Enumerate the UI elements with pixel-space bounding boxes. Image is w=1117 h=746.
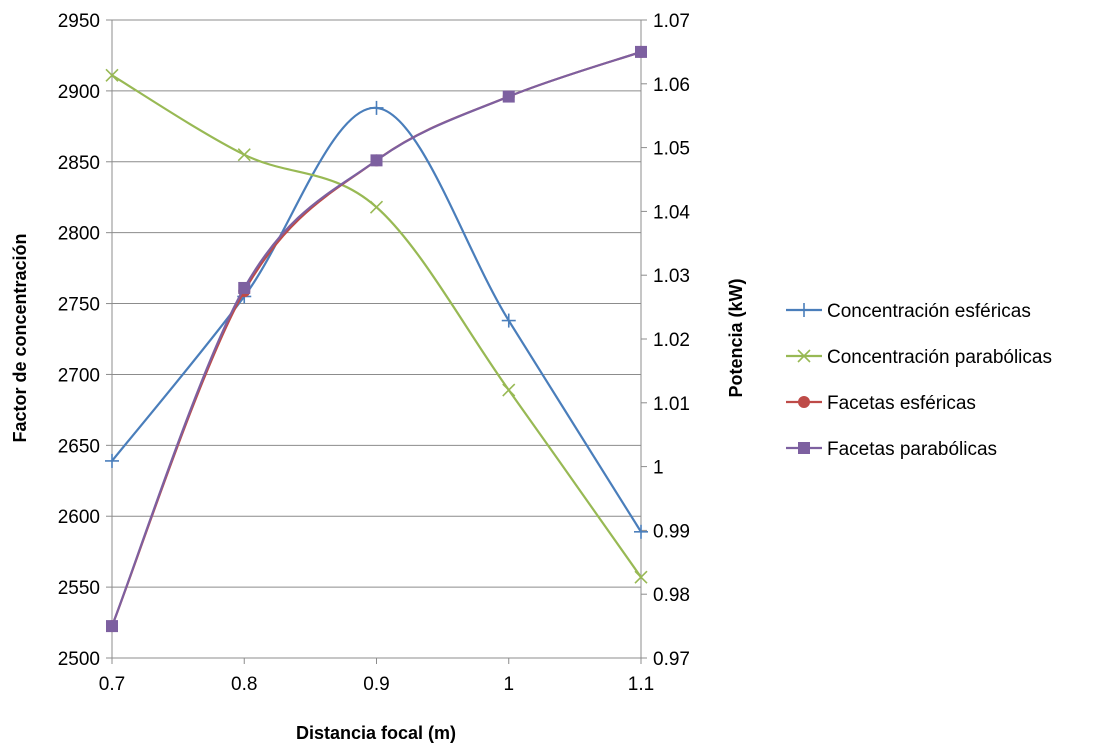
series-4 xyxy=(106,45,647,633)
x-axis-title: Distancia focal (m) xyxy=(296,723,456,743)
data-point xyxy=(369,200,384,214)
y-right-tick-label: 1.07 xyxy=(653,11,690,32)
legend-item: Facetas parabólicas xyxy=(786,439,997,460)
y-right-tick-label: 0.97 xyxy=(653,649,690,670)
y-right-tick-label: 1 xyxy=(653,458,664,479)
y-axis-title-left: Factor de concentración xyxy=(10,233,30,442)
data-point xyxy=(634,570,648,584)
y-left-tick-label: 2750 xyxy=(58,295,100,316)
data-point xyxy=(635,45,647,58)
legend-marker xyxy=(798,442,810,454)
data-point xyxy=(105,68,119,82)
data-point xyxy=(238,281,251,294)
data-point xyxy=(634,524,648,539)
data-point xyxy=(502,383,516,397)
data-point xyxy=(237,148,251,162)
series-1 xyxy=(105,100,648,539)
y-right-tick-label: 0.99 xyxy=(653,521,690,542)
legend-label: Concentración parabólicas xyxy=(827,347,1052,368)
legend-label: Facetas parabólicas xyxy=(827,439,997,460)
axes xyxy=(106,19,647,664)
y-right-tick-label: 1.04 xyxy=(653,202,690,223)
series-line xyxy=(111,106,642,533)
series-line xyxy=(110,50,642,627)
legend-label: Facetas esféricas xyxy=(827,393,976,414)
data-point xyxy=(106,620,118,633)
legend-item: Concentración esféricas xyxy=(786,301,1031,322)
series-lines xyxy=(105,45,648,633)
series-3 xyxy=(106,45,647,633)
legend-item: Facetas esféricas xyxy=(786,393,976,414)
legend-marker xyxy=(797,349,811,363)
y-left-tick-label: 2500 xyxy=(58,649,100,670)
legend-marker xyxy=(798,396,810,408)
y-left-tick-label: 2850 xyxy=(58,153,100,174)
y-right-tick-label: 1.01 xyxy=(653,394,690,415)
y-left-tick-label: 2700 xyxy=(58,365,100,386)
tick-labels: 2500 2550 2600 2650 2700 2750 2800 2850 2900 2950… xyxy=(58,11,691,695)
y-left-tick-label: 2900 xyxy=(58,82,100,103)
x-tick-label: 0.8 xyxy=(231,674,257,695)
series-line xyxy=(110,50,642,627)
y-left-tick-label: 2950 xyxy=(58,11,100,32)
grid-lines xyxy=(112,19,641,659)
y-left-tick-label: 2600 xyxy=(58,507,100,528)
y-right-tick-label: 0.98 xyxy=(653,585,690,606)
data-point xyxy=(105,453,119,468)
x-tick-label: 0.9 xyxy=(363,674,389,695)
y-right-tick-label: 1.03 xyxy=(653,266,690,287)
y-right-tick-label: 1.06 xyxy=(653,75,690,96)
data-point xyxy=(502,90,515,103)
legend: Concentración esféricas Concentración par… xyxy=(786,301,1052,460)
legend-label: Concentración esféricas xyxy=(827,301,1031,322)
y-left-tick-label: 2800 xyxy=(58,224,100,245)
legend-marker xyxy=(797,303,811,317)
x-tick-label: 1 xyxy=(503,674,514,695)
series-line xyxy=(111,74,642,578)
y-axis-title-right: Potencia (kW) xyxy=(726,278,746,397)
y-left-tick-label: 2650 xyxy=(58,436,100,457)
y-right-tick-label: 1.05 xyxy=(653,139,690,160)
x-tick-label: 0.7 xyxy=(99,674,125,695)
x-tick-label: 1.1 xyxy=(628,674,654,695)
data-point xyxy=(370,154,383,167)
y-left-tick-label: 2550 xyxy=(58,578,100,599)
data-point xyxy=(369,100,384,115)
y-right-tick-label: 1.02 xyxy=(653,330,690,351)
data-point xyxy=(501,313,516,328)
series-2 xyxy=(105,68,648,584)
legend-item: Concentración parabólicas xyxy=(786,347,1052,368)
